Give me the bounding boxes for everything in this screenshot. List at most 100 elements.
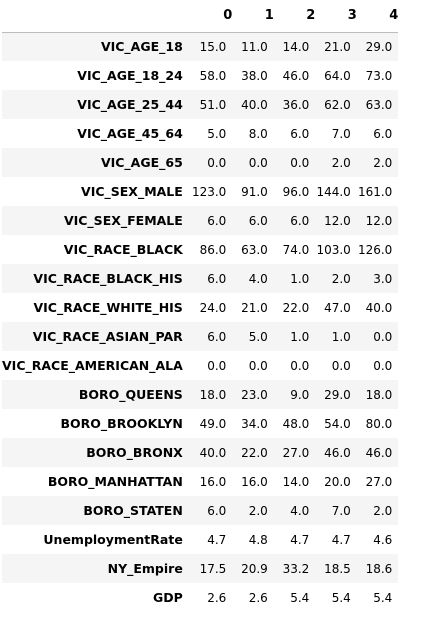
table-cell: 54.0 <box>324 416 351 431</box>
table-cell: 40.0 <box>241 97 268 112</box>
row-index-label: UnemploymentRate <box>43 532 183 547</box>
table-cell: 9.0 <box>290 387 310 402</box>
table-cell: 2.0 <box>373 155 393 170</box>
table-cell: 4.7 <box>290 532 310 547</box>
table-row: VIC_AGE_65 0.0 0.0 0.0 2.0 2.0 <box>2 148 399 177</box>
table-cell: 126.0 <box>357 242 393 257</box>
row-index-label: GDP <box>153 590 183 605</box>
table-cell: 16.0 <box>241 474 268 489</box>
table-cell: 6.0 <box>290 126 310 141</box>
table-cell: 22.0 <box>282 300 310 315</box>
table-cell: 8.0 <box>248 126 268 141</box>
table-cell: 96.0 <box>282 184 310 199</box>
row-index-label: BORO_STATEN <box>83 503 183 518</box>
row-index-label: VIC_AGE_45_64 <box>77 126 183 141</box>
row-index-label: VIC_RACE_BLACK <box>63 242 183 257</box>
row-index-label: VIC_RACE_WHITE_HIS <box>33 300 183 315</box>
table-row: VIC_SEX_FEMALE 6.0 6.0 6.0 12.0 12.0 <box>2 206 399 235</box>
table-cell: 86.0 <box>199 242 227 257</box>
table-cell: 33.2 <box>282 561 310 576</box>
row-index-label: BORO_QUEENS <box>78 387 183 402</box>
table-row: VIC_RACE_WHITE_HIS 24.0 21.0 22.0 47.0 40.0 <box>2 293 399 322</box>
table-cell: 2.6 <box>207 590 227 605</box>
column-header: 3 <box>347 8 357 24</box>
table-cell: 161.0 <box>357 184 393 199</box>
table-cell: 64.0 <box>324 68 351 83</box>
table-cell: 0.0 <box>290 155 310 170</box>
table-cell: 73.0 <box>365 68 393 83</box>
table-cell: 4.6 <box>373 532 393 547</box>
dataframe-table: 0 1 2 3 4 VIC_AGE_18 15.0 1 1.0 14.0 21.0 29.0… <box>2 0 399 612</box>
column-header: 1 <box>264 8 274 24</box>
table-cell: 51.0 <box>199 97 227 112</box>
table-cell: 6.0 <box>207 503 227 518</box>
row-index-label: VIC_RACE_AMERICAN_ALA <box>2 358 183 373</box>
table-row: VIC_RACE_BLACK 86.0 63.0 74.0 103.0 126.0 <box>2 235 399 264</box>
table-cell: 1.0 <box>331 329 351 344</box>
table-cell: 4.8 <box>248 532 268 547</box>
table-cell: 18.5 <box>324 561 351 576</box>
table-cell: 0.0 <box>290 358 310 373</box>
table-row: BORO_BRONX 40.0 22.0 27.0 46.0 46.0 <box>2 438 399 467</box>
row-index-label: VIC_SEX_MALE <box>81 184 183 199</box>
table-cell: 17.5 <box>199 561 227 576</box>
table-cell: 22.0 <box>241 445 268 460</box>
table-cell: 15.0 <box>199 39 227 54</box>
table-row: VIC_RACE_AMERICAN_ALA 0.0 0.0 0.0 0.0 0.0 <box>2 351 399 380</box>
table-cell: 14.0 <box>282 39 310 54</box>
table-cell: 40.0 <box>365 300 393 315</box>
table-cell: 58.0 <box>199 68 227 83</box>
row-index-label: VIC_AGE_25_44 <box>77 97 183 112</box>
table-cell: 49.0 <box>199 416 227 431</box>
table-cell: 12.0 <box>324 213 351 228</box>
table-cell: 2.0 <box>331 155 351 170</box>
column-header: 0 <box>223 8 233 24</box>
table-cell: 29.0 <box>365 39 393 54</box>
table-row: BORO_BROOKLYN 49.0 34.0 48.0 54.0 80.0 <box>2 409 399 438</box>
table-row: VIC_RACE_ASIAN_PAR 6.0 5.0 1.0 1.0 0.0 <box>2 322 399 351</box>
table-cell: 5.4 <box>331 590 351 605</box>
table-row: UnemploymentRate 4.7 4.8 4.7 4.7 4.6 <box>2 525 399 554</box>
table-cell: 4.0 <box>248 271 268 286</box>
table-row: BORO_STATEN 6.0 2.0 4.0 7.0 2.0 <box>2 496 399 525</box>
table-row: VIC_RACE_BLACK_HIS 6.0 4.0 1.0 2.0 3.0 <box>2 264 399 293</box>
table-cell: 7.0 <box>331 126 351 141</box>
table-cell: 21.0 <box>324 39 351 54</box>
index-header-cell <box>2 0 191 32</box>
table-body: VIC_AGE_18 15.0 11.0 14.0 21.0 29.0 VIC_AGE_18… <box>2 32 399 612</box>
table-cell: 144.0 <box>316 184 351 199</box>
table-cell: 0.0 <box>373 329 393 344</box>
row-index-label: VIC_RACE_BLACK_HIS <box>33 271 183 286</box>
table-cell: 4.7 <box>331 532 351 547</box>
table-cell: 18.6 <box>365 561 393 576</box>
table-cell: 46.0 <box>324 445 351 460</box>
table-cell: 3.0 <box>373 271 393 286</box>
row-index-label: VIC_AGE_18 <box>100 39 183 55</box>
table-cell: 0.0 <box>248 155 268 170</box>
table-row: VIC_SEX_MALE 123.0 91.0 96.0 144.0 161.0 <box>2 177 399 206</box>
table-cell: 40.0 <box>199 445 227 460</box>
table-cell: 0.0 <box>248 358 268 373</box>
row-index-label: NY_Empire <box>107 561 183 576</box>
table-cell: 63.0 <box>241 242 268 257</box>
table-cell: 20.9 <box>241 561 268 576</box>
table-cell: 2.0 <box>331 271 351 286</box>
table-row: VIC_AGE_45_64 5.0 8.0 6.0 7.0 6.0 <box>2 119 399 148</box>
table-row: GDP 2.6 2.6 5.4 5.4 5.4 <box>2 583 399 612</box>
row-index-label: VIC_SEX_FEMALE <box>63 213 183 228</box>
table-header: 0 1 2 3 4 <box>2 0 399 32</box>
table-cell: 62.0 <box>324 97 351 112</box>
table-cell: 103.0 <box>316 242 351 257</box>
table-cell: 6.0 <box>290 213 310 228</box>
table-cell: 5.0 <box>207 126 227 141</box>
table-cell: 5.4 <box>373 590 393 605</box>
table-cell: 47.0 <box>324 300 351 315</box>
table-cell: 0.0 <box>373 358 393 373</box>
table-cell: 38.0 <box>241 68 268 83</box>
table-row: VIC_AGE_18_24 58.0 38.0 46.0 64.0 73.0 <box>2 61 399 90</box>
table-cell: 0.0 <box>207 155 227 170</box>
table-cell: 74.0 <box>282 242 310 257</box>
dataframe-output: 0 1 2 3 4 VIC_AGE_18 15.0 1 1.0 14.0 21.0 29.0… <box>2 0 399 612</box>
table-cell: 2.6 <box>248 590 268 605</box>
table-cell: 27.0 <box>365 474 393 489</box>
